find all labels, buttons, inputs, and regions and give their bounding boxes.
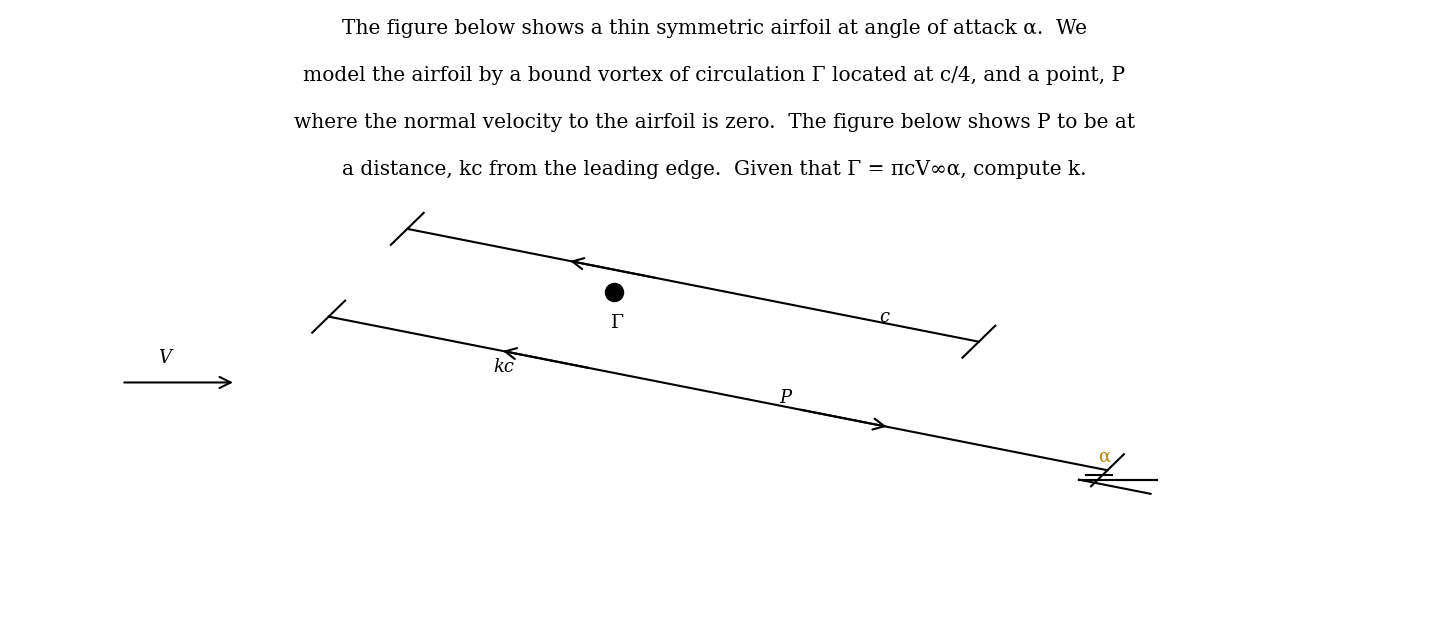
- Text: V: V: [157, 349, 171, 367]
- Text: where the normal velocity to the airfoil is zero.  The figure below shows P to b: where the normal velocity to the airfoil…: [294, 113, 1135, 132]
- Text: kc: kc: [493, 358, 514, 376]
- Text: The figure below shows a thin symmetric airfoil at angle of attack α.  We: The figure below shows a thin symmetric …: [342, 19, 1087, 38]
- Text: Γ: Γ: [610, 314, 624, 332]
- Text: P: P: [779, 389, 790, 407]
- Text: model the airfoil by a bound vortex of circulation Γ located at c/4, and a point: model the airfoil by a bound vortex of c…: [303, 66, 1126, 85]
- Text: α: α: [1099, 448, 1110, 466]
- Text: c: c: [879, 308, 889, 325]
- Text: a distance, kc from the leading edge.  Given that Γ = πcV∞α, compute k.: a distance, kc from the leading edge. Gi…: [343, 160, 1086, 179]
